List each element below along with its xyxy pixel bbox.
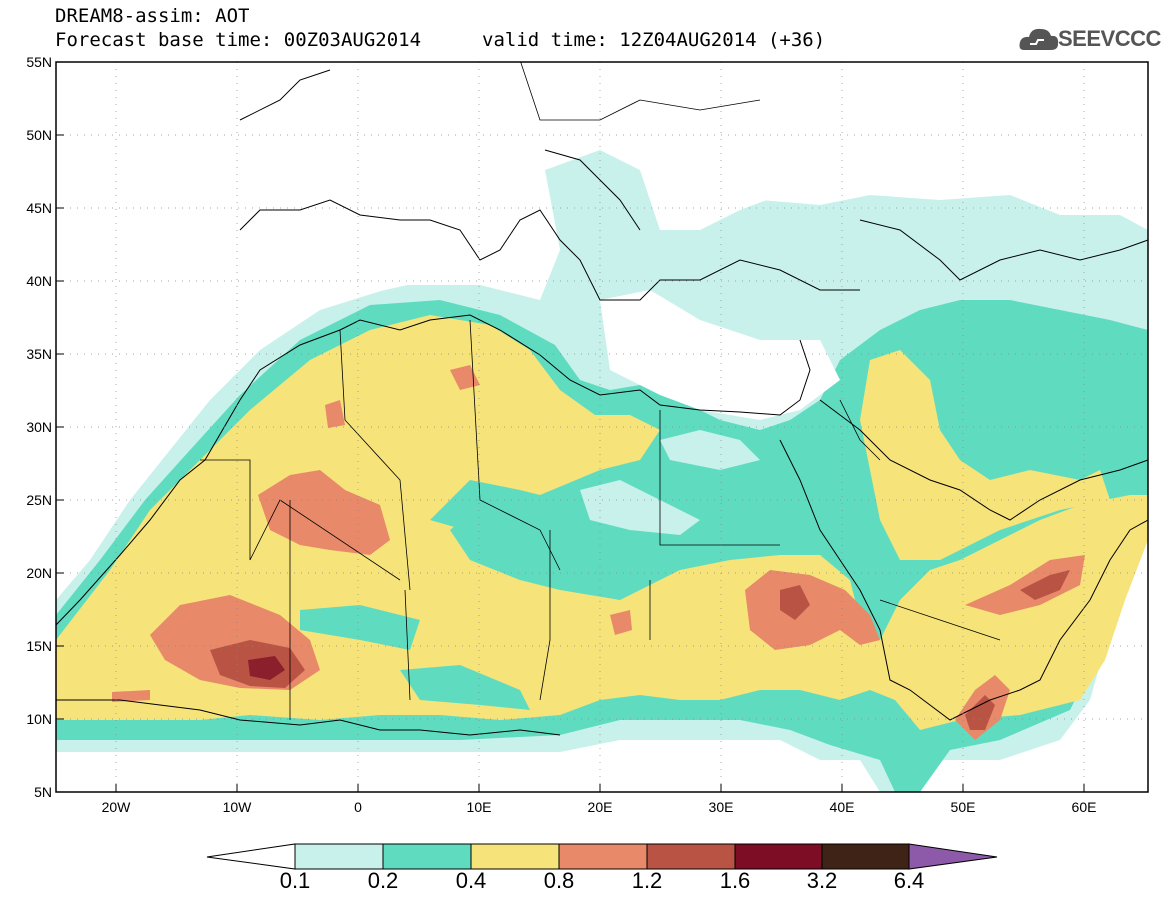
colorbar-label: 0.2 — [367, 868, 399, 893]
colorbar-segment — [294, 843, 384, 870]
aot-level-0-8-9 — [112, 690, 150, 702]
colorbar-label: 0.8 — [543, 868, 575, 893]
map-title: DREAM8-assim: AOT — [55, 5, 250, 27]
aot-cyan-patch-2 — [660, 430, 760, 470]
aot-level-1-2-4 — [965, 695, 995, 730]
colorbar-label: 1.6 — [719, 868, 751, 893]
colorbar-segment — [470, 843, 560, 870]
aot-clear-med — [600, 290, 840, 420]
aot-level-0-8-8 — [610, 610, 632, 635]
aot-level-1-2-3 — [1020, 570, 1070, 600]
lat-label: 40N — [26, 273, 52, 289]
aot-level-0-8-7 — [325, 400, 345, 428]
lat-label: 55N — [26, 54, 52, 70]
colorbar-lower-triangle — [206, 843, 296, 870]
lat-label: 20N — [26, 565, 52, 581]
lon-label: 0 — [354, 799, 362, 815]
lat-label: 45N — [26, 200, 52, 216]
colorbar-label: 3.2 — [806, 868, 838, 893]
valid-time: valid time: 12Z04AUG2014 (+36) — [482, 29, 826, 51]
lat-label: 10N — [26, 711, 52, 727]
colorbar-segment — [646, 843, 736, 870]
logo-text: SEEVCCC — [1058, 26, 1161, 51]
lon-label: 30E — [709, 799, 734, 815]
aot-level-1-6-1 — [248, 656, 285, 680]
coastlines — [56, 69, 1148, 736]
colorbar-segment — [382, 843, 472, 870]
latitude-labels: 55N 50N 45N 40N 35N 30N 25N 20N 15N 10N … — [26, 54, 52, 800]
lon-label: 10E — [467, 799, 492, 815]
ticks — [56, 134, 1085, 792]
forecast-base-time: Forecast base time: 00Z03AUG2014 — [55, 29, 422, 51]
colorbar — [206, 843, 998, 870]
lon-label: 20W — [102, 799, 132, 815]
lon-label: 20E — [588, 799, 613, 815]
lon-label: 40E — [830, 799, 855, 815]
lat-label: 50N — [26, 127, 52, 143]
aot-level-0-8-3 — [745, 570, 880, 650]
aot-level-0-8-2 — [258, 470, 390, 555]
aot-cyan-patch-1 — [580, 480, 700, 535]
longitude-labels: 20W 10W 0 10E 20E 30E 40E 50E 60E — [102, 799, 1097, 815]
cloud-logo-icon — [1019, 28, 1059, 50]
colorbar-label: 6.4 — [893, 868, 925, 893]
lat-label: 5N — [34, 784, 52, 800]
aot-green-patch-2 — [300, 605, 420, 650]
colorbar-label: 0.4 — [455, 868, 487, 893]
borders — [200, 62, 1001, 720]
aot-green-patch-4 — [560, 545, 630, 600]
colorbar-segment — [821, 843, 910, 870]
aot-level-1-2-2 — [780, 585, 810, 620]
aot-level-0-4-east — [860, 350, 1110, 560]
lon-label: 50E — [951, 799, 976, 815]
lon-label: 60E — [1072, 799, 1097, 815]
colorbar-upper-triangle — [908, 843, 998, 870]
colorbar-label: 1.2 — [631, 868, 663, 893]
lat-label: 35N — [26, 346, 52, 362]
aot-clear-north — [545, 62, 1148, 225]
lat-label: 15N — [26, 638, 52, 654]
aot-green-patch-3 — [400, 665, 530, 710]
lat-label: 25N — [26, 492, 52, 508]
colorbar-label: 0.1 — [279, 868, 311, 893]
colorbar-segment — [734, 843, 823, 870]
lat-label: 30N — [26, 419, 52, 435]
aot-level-0-8-4 — [965, 555, 1085, 615]
gridlines — [56, 62, 1148, 792]
lon-label: 10W — [223, 799, 253, 815]
colorbar-segment — [558, 843, 648, 870]
aot-clear-europe — [56, 62, 545, 560]
